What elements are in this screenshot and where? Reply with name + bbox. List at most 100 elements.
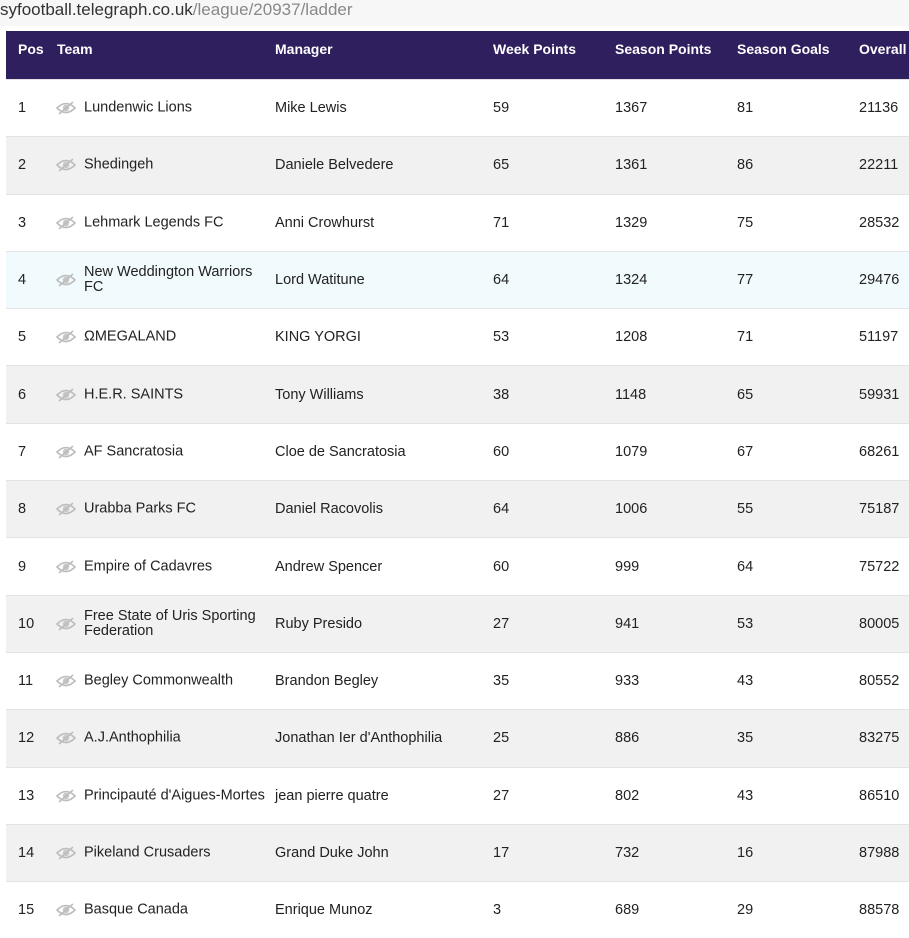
row-season-points: 1324 bbox=[615, 272, 648, 289]
hidden-eye-icon[interactable] bbox=[55, 788, 77, 804]
row-team[interactable]: Free State of Uris Sporting Federation bbox=[84, 607, 256, 639]
row-team[interactable]: Basque Canada bbox=[84, 901, 188, 918]
hidden-eye-icon[interactable] bbox=[55, 730, 77, 746]
row-overall: 80005 bbox=[859, 615, 900, 632]
header-season-points[interactable]: Season Points bbox=[615, 41, 712, 57]
hidden-eye-icon[interactable] bbox=[55, 329, 77, 345]
table-row[interactable]: 7 AF Sancratosia Cloe de Sancratosia 60 1079… bbox=[6, 422, 909, 480]
row-manager: Mike Lewis bbox=[275, 100, 347, 117]
row-season-goals: 77 bbox=[737, 272, 754, 289]
row-team[interactable]: Pikeland Crusaders bbox=[84, 844, 211, 861]
row-season-points: 732 bbox=[615, 845, 640, 861]
hidden-eye-icon[interactable] bbox=[55, 444, 77, 460]
table-row[interactable]: 15 Basque Canada Enrique Munoz 3 689 29 88578 bbox=[6, 881, 909, 938]
row-overall: 86510 bbox=[859, 787, 900, 804]
row-team[interactable]: New Weddington Warriors FC bbox=[84, 264, 253, 296]
row-manager: Jonathan Ier d'Anthophilia bbox=[275, 730, 443, 747]
row-manager: Ruby Presido bbox=[275, 615, 363, 632]
row-overall: 88578 bbox=[859, 902, 900, 919]
table-row[interactable]: 2 Shedingeh Daniele Belvedere 65 1361 86 22211 bbox=[6, 136, 909, 194]
row-season-goals: 75 bbox=[737, 214, 754, 231]
row-manager: jean pierre quatre bbox=[275, 787, 389, 804]
hidden-eye-icon[interactable] bbox=[55, 501, 77, 517]
hidden-eye-icon[interactable] bbox=[55, 845, 77, 861]
table-row[interactable]: 4 New Weddington Warriors FC Lord Watitune… bbox=[6, 250, 909, 309]
row-pos: 2 bbox=[18, 157, 27, 174]
row-team[interactable]: Lundenwic Lions bbox=[84, 99, 193, 116]
hidden-eye-icon[interactable] bbox=[55, 272, 77, 288]
table-row[interactable]: 10 Free State of Uris Sporting Federation… bbox=[6, 594, 909, 652]
row-team[interactable]: Urabba Parks FC bbox=[84, 500, 197, 517]
table-row[interactable]: 6 H.E.R. SAINTS Tony Williams 38 1148 65 59931 bbox=[6, 365, 909, 423]
row-pos: 7 bbox=[18, 443, 27, 460]
hidden-eye-icon[interactable] bbox=[55, 902, 77, 918]
table-row[interactable]: 9 Empire of Cadavres Andrew Spencer 60 999 64… bbox=[6, 537, 909, 594]
row-team[interactable]: ΩMEGALAND bbox=[84, 328, 177, 345]
hidden-eye-icon[interactable] bbox=[55, 157, 77, 173]
row-team[interactable]: Principauté d'Aigues-Mortes bbox=[84, 787, 265, 804]
row-week-points: 25 bbox=[493, 730, 510, 747]
row-week-points: 3 bbox=[493, 902, 502, 919]
address-bar[interactable]: syfootball.telegraph.co.uk/league/20937/… bbox=[0, 0, 909, 26]
row-season-points: 1329 bbox=[615, 214, 648, 231]
row-pos: 15 bbox=[18, 902, 35, 919]
row-week-points: 53 bbox=[493, 329, 510, 346]
table-row[interactable]: 5 ΩMEGALAND KING YORGI 53 1208 71 51197 bbox=[6, 308, 909, 365]
row-team[interactable]: Begley Commonwealth bbox=[84, 672, 234, 689]
row-pos: 10 bbox=[18, 615, 35, 632]
table-row[interactable]: 8 Urabba Parks FC Daniel Racovolis 64 1006 55… bbox=[6, 480, 909, 538]
row-overall: 80552 bbox=[859, 673, 900, 690]
table-row[interactable]: 12 A.J.Anthophilia Jonathan Ier d'Anthophi… bbox=[6, 709, 909, 767]
row-pos: 3 bbox=[18, 214, 27, 231]
row-pos: 9 bbox=[18, 558, 27, 575]
hidden-eye-icon[interactable] bbox=[55, 215, 77, 231]
table-row[interactable]: 14 Pikeland Crusaders Grand Duke John 17 732… bbox=[6, 823, 909, 882]
hidden-eye-icon[interactable] bbox=[55, 616, 77, 632]
row-season-points: 1208 bbox=[615, 329, 648, 346]
row-season-points: 1367 bbox=[615, 100, 648, 117]
row-manager: Tony Williams bbox=[275, 386, 364, 403]
row-season-goals: 43 bbox=[737, 673, 754, 690]
hidden-eye-icon[interactable] bbox=[55, 559, 77, 575]
header-week-points[interactable]: Week Points bbox=[493, 41, 576, 57]
header-manager[interactable]: Manager bbox=[275, 41, 333, 57]
row-pos: 1 bbox=[18, 100, 27, 117]
row-season-goals: 35 bbox=[737, 730, 754, 747]
row-overall: 22211 bbox=[859, 157, 899, 174]
table-row[interactable]: 13 Principauté d'Aigues-Mortes jean pierre… bbox=[6, 766, 909, 824]
row-team[interactable]: Shedingeh bbox=[84, 156, 154, 173]
header-pos[interactable]: Pos bbox=[18, 41, 44, 57]
row-manager: Daniel Racovolis bbox=[275, 501, 383, 518]
row-season-goals: 65 bbox=[737, 386, 754, 403]
row-team[interactable]: Lehmark Legends FC bbox=[84, 214, 224, 231]
row-pos: 12 bbox=[18, 730, 35, 747]
hidden-eye-icon[interactable] bbox=[55, 100, 77, 116]
row-team[interactable]: H.E.R. SAINTS bbox=[84, 386, 184, 403]
row-week-points: 35 bbox=[493, 673, 510, 690]
row-season-goals: 71 bbox=[737, 329, 754, 346]
table-header: Pos Team Manager Week Points Season Poin… bbox=[6, 31, 909, 79]
row-season-goals: 43 bbox=[737, 787, 754, 804]
row-overall: 59931 bbox=[859, 386, 900, 403]
row-pos: 11 bbox=[18, 673, 34, 690]
row-manager: Enrique Munoz bbox=[275, 902, 373, 919]
row-team[interactable]: A.J.Anthophilia bbox=[84, 729, 181, 746]
table-row[interactable]: 3 Lehmark Legends FC Anni Crowhurst 71 1329 7… bbox=[6, 193, 909, 251]
row-team[interactable]: Empire of Cadavres bbox=[84, 558, 213, 575]
row-season-points: 1148 bbox=[615, 386, 647, 403]
row-season-points: 1361 bbox=[615, 157, 648, 174]
url-path: /league/20937/ladder bbox=[192, 0, 353, 19]
hidden-eye-icon[interactable] bbox=[55, 673, 77, 689]
row-manager: Anni Crowhurst bbox=[275, 214, 375, 231]
header-season-goals[interactable]: Season Goals bbox=[737, 41, 830, 57]
row-season-goals: 86 bbox=[737, 157, 754, 174]
table-row[interactable]: 11 Begley Commonwealth Brandon Begley 35 933… bbox=[6, 651, 909, 709]
row-manager: KING YORGI bbox=[275, 329, 361, 346]
header-team[interactable]: Team bbox=[57, 41, 93, 57]
row-overall: 83275 bbox=[859, 730, 900, 747]
table-row[interactable]: 1 Lundenwic Lions Mike Lewis 59 1367 81 21136 bbox=[6, 79, 909, 136]
row-week-points: 65 bbox=[493, 157, 510, 174]
row-team[interactable]: AF Sancratosia bbox=[84, 443, 184, 460]
hidden-eye-icon[interactable] bbox=[55, 387, 77, 403]
header-overall[interactable]: Overall bbox=[859, 41, 907, 57]
